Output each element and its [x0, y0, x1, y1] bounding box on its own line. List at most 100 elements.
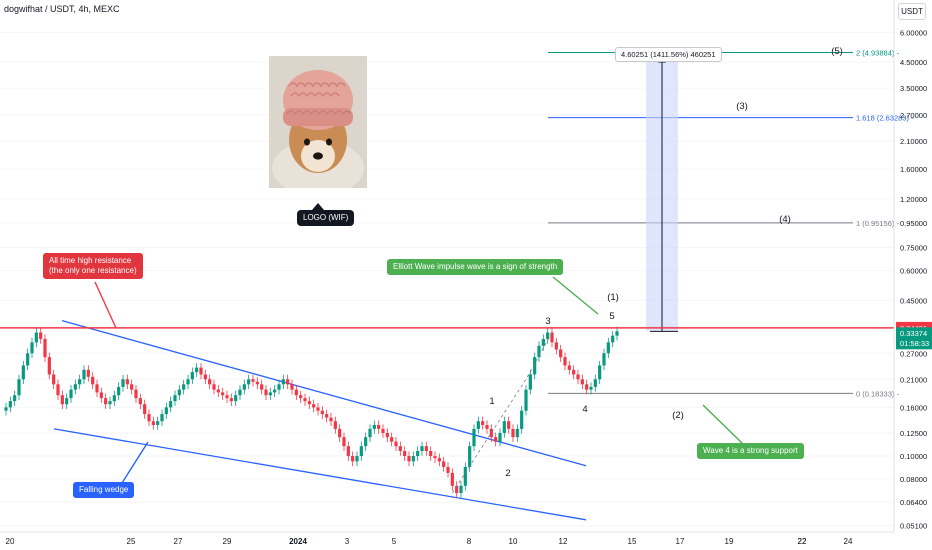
candle-body	[416, 450, 420, 457]
support-callout-arrow	[702, 404, 743, 444]
wave-label-major: (3)	[736, 101, 748, 112]
candle-body	[247, 379, 251, 385]
candle-body	[520, 410, 524, 429]
candle-body	[472, 428, 476, 447]
candle-body	[78, 379, 82, 385]
candle-body	[73, 384, 77, 390]
candle-body	[104, 398, 108, 405]
candle-body	[312, 404, 316, 408]
y-tick-label: 0.12500	[900, 429, 927, 438]
candle-body	[212, 384, 216, 390]
candle-body	[186, 379, 190, 385]
y-tick-label: 2.70000	[900, 111, 927, 120]
countdown-text: 01:58:33	[900, 339, 929, 348]
candle-body	[160, 414, 164, 422]
candle-body	[329, 417, 333, 422]
candle-body	[294, 389, 298, 396]
x-tick-label: 24	[844, 537, 853, 546]
candle-body	[377, 424, 381, 429]
candle-body	[507, 421, 511, 429]
candle-body	[286, 379, 290, 385]
y-tick-label: 1.20000	[900, 195, 927, 204]
currency-button[interactable]: USDT	[898, 3, 926, 20]
wedge-upper-line	[61, 320, 587, 467]
candle-body	[281, 379, 285, 385]
y-tick-label: 0.21000	[900, 375, 927, 384]
candle-body	[108, 401, 112, 405]
candle-body	[442, 461, 446, 467]
y-tick-label: 0.16000	[900, 403, 927, 412]
candle-body	[26, 353, 30, 366]
candle-body	[398, 446, 402, 451]
candle-body	[82, 369, 86, 380]
candle-body	[485, 424, 489, 429]
wave-label-minor: 4	[582, 404, 587, 415]
candle-body	[229, 398, 233, 402]
fib-label: 1 (0.95156) -	[856, 219, 899, 228]
candle-body	[30, 342, 34, 354]
candle-body	[476, 421, 480, 429]
x-tick-label: 25	[127, 537, 136, 546]
candle-body	[125, 379, 129, 385]
candle-body	[541, 338, 545, 346]
x-tick-label: 29	[223, 537, 232, 546]
candle-body	[494, 437, 498, 442]
falling-wedge-lines	[53, 320, 587, 521]
candle-body	[8, 401, 12, 408]
candle-body	[563, 357, 567, 366]
candle-body	[13, 395, 17, 402]
candle-body	[182, 384, 186, 390]
candle-body	[338, 428, 342, 438]
wave-label-major: (4)	[779, 214, 791, 225]
candle-body	[52, 374, 56, 385]
candle-body	[567, 365, 571, 370]
candle-body	[515, 428, 519, 438]
candle-body	[130, 384, 134, 390]
fib-label: 0 (0.18333) -	[856, 389, 899, 398]
symbol-title: dogwifhat / USDT, 4h, MEXC	[4, 4, 120, 14]
candle-body	[208, 379, 212, 385]
y-tick-label: 1.60000	[900, 165, 927, 174]
current-price-badge	[896, 327, 932, 350]
candle-body	[489, 428, 493, 438]
candle-body	[277, 384, 281, 390]
fibonacci-levels: 2 (4.93884) - 1.618 (2.63283) - 1 (0.95156…	[548, 48, 914, 398]
candle-body	[372, 424, 376, 429]
candle-body	[34, 332, 38, 343]
candle-body	[554, 342, 558, 350]
candle-body	[151, 421, 155, 425]
candle-body	[333, 421, 337, 429]
candle-body	[498, 432, 502, 442]
ath-callout-arrow	[94, 281, 117, 329]
candle-body	[134, 389, 138, 399]
candle-body	[580, 379, 584, 385]
candle-body	[156, 421, 160, 425]
candle-body	[342, 437, 346, 447]
candle-body	[86, 369, 90, 377]
x-tick-label: 22	[798, 537, 807, 546]
candle-body	[238, 389, 242, 396]
fib-label: 1.618 (2.63283) -	[856, 114, 914, 123]
chart-grid	[0, 31, 894, 527]
wedge-lower-line	[53, 428, 587, 521]
y-tick-label: 0.27000	[900, 349, 927, 358]
candle-body	[385, 432, 389, 438]
candle-body	[60, 395, 64, 405]
candle-body	[381, 428, 385, 433]
candle-body	[221, 392, 225, 396]
candle-body	[433, 456, 437, 459]
candle-body	[21, 365, 25, 380]
candle-body	[316, 407, 320, 411]
candle-body	[511, 428, 515, 438]
candle-body	[56, 384, 60, 396]
candle-body	[606, 342, 610, 354]
candle-body	[320, 410, 324, 415]
wave-label-major: (2)	[672, 410, 684, 421]
candlesticks	[4, 326, 619, 498]
candle-body	[299, 395, 303, 399]
candle-body	[364, 437, 368, 447]
candle-body	[528, 374, 532, 390]
candle-body	[502, 421, 506, 433]
